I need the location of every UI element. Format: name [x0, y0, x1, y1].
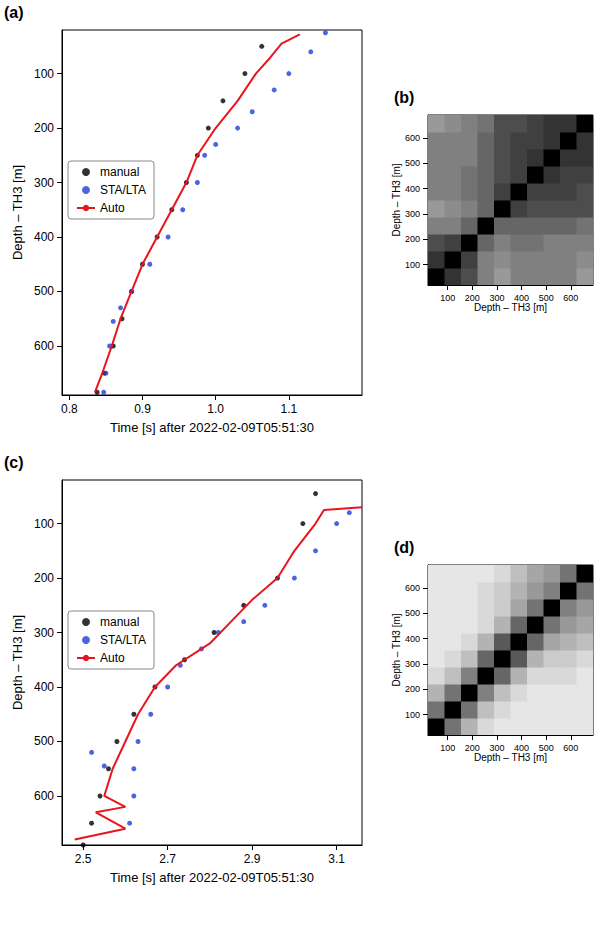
svg-text:Depth – TH3 [m]: Depth – TH3 [m] — [10, 165, 25, 260]
svg-text:Depth – TH3 [m]: Depth – TH3 [m] — [10, 615, 25, 710]
svg-text:600: 600 — [405, 133, 420, 143]
svg-text:100: 100 — [440, 293, 455, 303]
svg-text:3.1: 3.1 — [328, 852, 345, 866]
svg-text:100: 100 — [405, 260, 420, 270]
svg-text:200: 200 — [34, 121, 54, 135]
svg-text:200: 200 — [405, 684, 420, 694]
svg-text:Depth – TH3 [m]: Depth – TH3 [m] — [391, 163, 402, 236]
svg-text:(c): (c) — [4, 454, 24, 471]
svg-text:400: 400 — [405, 634, 420, 644]
svg-text:400: 400 — [514, 293, 529, 303]
svg-text:Depth – TH3 [m]: Depth – TH3 [m] — [474, 752, 547, 763]
svg-text:1.1: 1.1 — [280, 402, 297, 416]
svg-text:100: 100 — [440, 743, 455, 753]
svg-text:500: 500 — [34, 734, 54, 748]
svg-text:Time [s] after 2022-02-09T05:5: Time [s] after 2022-02-09T05:51:30 — [110, 420, 314, 435]
svg-text:200: 200 — [34, 571, 54, 585]
svg-text:manual: manual — [100, 165, 139, 179]
svg-text:600: 600 — [34, 339, 54, 353]
svg-text:100: 100 — [34, 67, 54, 81]
svg-text:500: 500 — [405, 158, 420, 168]
svg-text:0.9: 0.9 — [134, 402, 151, 416]
svg-text:Depth – TH3 [m]: Depth – TH3 [m] — [391, 613, 402, 686]
svg-text:400: 400 — [34, 230, 54, 244]
svg-text:500: 500 — [539, 743, 554, 753]
svg-text:2.5: 2.5 — [75, 852, 92, 866]
svg-text:500: 500 — [34, 284, 54, 298]
svg-text:500: 500 — [539, 293, 554, 303]
svg-text:300: 300 — [489, 743, 504, 753]
svg-text:100: 100 — [34, 517, 54, 531]
svg-text:STA/LTA: STA/LTA — [100, 183, 146, 197]
svg-text:200: 200 — [465, 293, 480, 303]
svg-text:400: 400 — [34, 680, 54, 694]
svg-text:300: 300 — [489, 293, 504, 303]
svg-text:2.7: 2.7 — [159, 852, 176, 866]
svg-text:(b): (b) — [394, 89, 414, 106]
svg-text:300: 300 — [405, 659, 420, 669]
svg-text:Time [s] after 2022-02-09T05:5: Time [s] after 2022-02-09T05:51:30 — [110, 870, 314, 885]
svg-text:Auto: Auto — [100, 201, 125, 215]
svg-text:600: 600 — [563, 293, 578, 303]
svg-text:(a): (a) — [4, 4, 24, 21]
svg-text:500: 500 — [405, 608, 420, 618]
svg-text:600: 600 — [34, 789, 54, 803]
svg-text:400: 400 — [405, 184, 420, 194]
svg-text:1.0: 1.0 — [207, 402, 224, 416]
svg-text:100: 100 — [405, 710, 420, 720]
svg-text:2.9: 2.9 — [244, 852, 261, 866]
svg-text:Auto: Auto — [100, 651, 125, 665]
svg-text:manual: manual — [100, 615, 139, 629]
svg-text:STA/LTA: STA/LTA — [100, 633, 146, 647]
svg-text:200: 200 — [465, 743, 480, 753]
svg-text:300: 300 — [34, 626, 54, 640]
svg-text:(d): (d) — [394, 539, 414, 556]
svg-text:300: 300 — [405, 209, 420, 219]
svg-text:200: 200 — [405, 234, 420, 244]
svg-text:600: 600 — [405, 583, 420, 593]
svg-text:600: 600 — [563, 743, 578, 753]
svg-text:400: 400 — [514, 743, 529, 753]
svg-text:300: 300 — [34, 176, 54, 190]
svg-text:Depth – TH3 [m]: Depth – TH3 [m] — [474, 302, 547, 313]
svg-text:0.8: 0.8 — [61, 402, 78, 416]
